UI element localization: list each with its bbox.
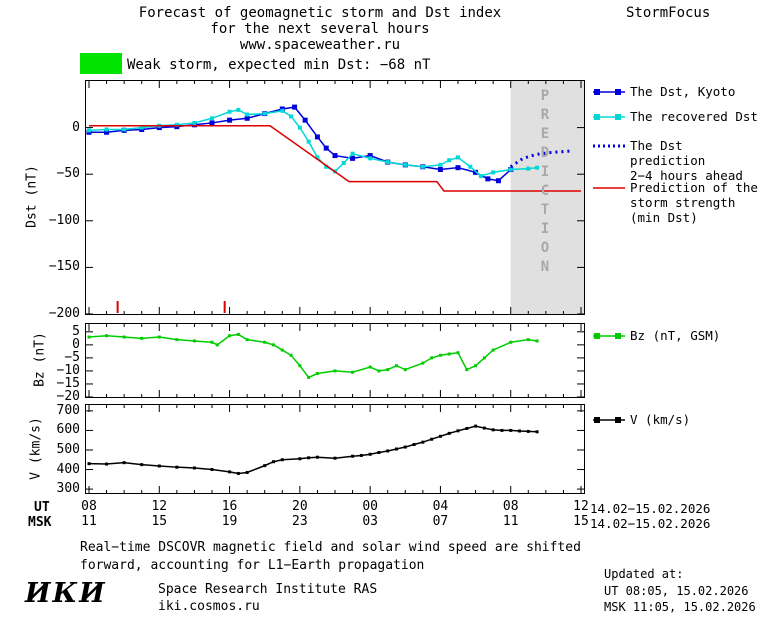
updated-ut: UT 08:05, 15.02.2026 xyxy=(604,584,749,598)
v-chart-panel xyxy=(85,404,585,494)
legend-bz: Bz (nT, GSM) xyxy=(592,328,720,345)
ut-tick-0: 08 xyxy=(81,499,97,514)
date-range-ut: 14.02−15.02.2026 xyxy=(590,501,711,516)
legend-dst-prediction-label: The Dst prediction 2−4 hours ahead xyxy=(630,138,743,183)
legend-dst-kyoto: The Dst, Kyoto xyxy=(592,84,735,101)
storm-level-text: Weak storm, expected min Dst: −68 nT xyxy=(127,57,431,73)
msk-tick-3: 23 xyxy=(292,514,308,529)
ut-tick-4: 00 xyxy=(362,499,378,514)
msk-tick-0: 11 xyxy=(81,514,97,529)
institute-name: Space Research Institute RAS xyxy=(158,582,378,597)
dst-ytick-0: 0 xyxy=(72,119,80,135)
ut-row-label: UT xyxy=(34,500,50,515)
dst-axis-label: Dst (nT) xyxy=(24,165,40,228)
msk-tick-7: 15 xyxy=(573,514,589,529)
v-swatch-icon xyxy=(592,414,626,429)
dst-ytick--150: −150 xyxy=(48,259,80,275)
v-ytick-500: 500 xyxy=(56,441,80,457)
msk-tick-1: 15 xyxy=(151,514,168,529)
ut-tick-2: 16 xyxy=(221,499,238,514)
ut-tick-3: 20 xyxy=(292,499,308,514)
legend-dst-kyoto-label: The Dst, Kyoto xyxy=(630,84,736,99)
bz-ytick-5: 5 xyxy=(72,323,80,339)
updated-at-label: Updated at: xyxy=(604,567,684,581)
v-ytick-300: 300 xyxy=(56,481,80,497)
propagation-note-line-1: Real−time DSCOVR magnetic field and sola… xyxy=(80,540,581,555)
title-line-2: for the next several hours xyxy=(210,21,430,37)
dst-kyoto-swatch-icon xyxy=(592,86,626,101)
bz-swatch-icon xyxy=(592,330,626,345)
legend-v-label: V (km/s) xyxy=(630,412,691,427)
bz-ytick--10: −10 xyxy=(56,362,80,378)
updated-msk: MSK 11:05, 15.02.2026 xyxy=(604,600,756,614)
msk-tick-5: 07 xyxy=(432,514,449,529)
bz-ytick--5: −5 xyxy=(64,349,80,365)
ut-tick-7: 12 xyxy=(573,499,589,514)
dst-ytick--50: −50 xyxy=(56,166,80,182)
legend-bz-label: Bz (nT, GSM) xyxy=(630,328,721,343)
bz-chart-panel xyxy=(85,323,585,398)
bz-ytick-0: 0 xyxy=(72,336,80,352)
propagation-note: Real−time DSCOVR magnetic field and sola… xyxy=(80,539,581,575)
legend-v: V (km/s) xyxy=(592,412,690,429)
recovered-dst-swatch-icon xyxy=(592,111,626,126)
v-ytick-600: 600 xyxy=(56,422,80,438)
msk-tick-4: 03 xyxy=(362,514,378,529)
prediction-region-label: PREDICTION xyxy=(537,88,553,278)
institute-site-link[interactable]: iki.cosmos.ru xyxy=(158,599,260,614)
v-ytick-700: 700 xyxy=(56,402,80,418)
legend-dst-prediction: The Dst prediction 2−4 hours ahead xyxy=(592,138,760,183)
legend-recovered-dst: The recovered Dst xyxy=(592,109,758,126)
legend-storm-prediction-label: Prediction of the storm strength (min Ds… xyxy=(630,180,758,225)
dst-prediction-swatch-icon xyxy=(592,140,626,155)
msk-tick-2: 19 xyxy=(221,514,238,529)
legend-storm-prediction: Prediction of the storm strength (min Ds… xyxy=(592,180,758,225)
ut-tick-6: 08 xyxy=(502,499,519,514)
title-line-1: Forecast of geomagnetic storm and Dst in… xyxy=(138,5,502,21)
brand-label: StormFocus xyxy=(626,5,711,21)
dst-chart-panel xyxy=(85,80,585,315)
date-range-msk: 14.02−15.02.2026 xyxy=(590,516,711,531)
bz-ytick--15: −15 xyxy=(56,375,80,391)
legend-recovered-dst-label: The recovered Dst xyxy=(630,109,758,124)
iki-logo: ИКИ xyxy=(25,578,107,609)
figure-title: Forecast of geomagnetic storm and Dst in… xyxy=(60,5,580,53)
title-url: www.spaceweather.ru xyxy=(239,37,401,53)
storm-level-swatch xyxy=(80,53,122,74)
ut-tick-1: 12 xyxy=(151,499,168,514)
dst-ytick--100: −100 xyxy=(48,212,80,228)
dst-ytick--200: −200 xyxy=(48,306,80,321)
msk-row-label: MSK xyxy=(28,515,52,530)
ut-tick-5: 04 xyxy=(432,499,449,514)
v-ytick-400: 400 xyxy=(56,461,80,477)
storm-prediction-swatch-icon xyxy=(592,182,626,197)
msk-tick-6: 11 xyxy=(502,514,519,529)
propagation-note-line-2: forward, accounting for L1−Earth propaga… xyxy=(80,558,425,573)
bz-ytick--20: −20 xyxy=(56,389,80,404)
